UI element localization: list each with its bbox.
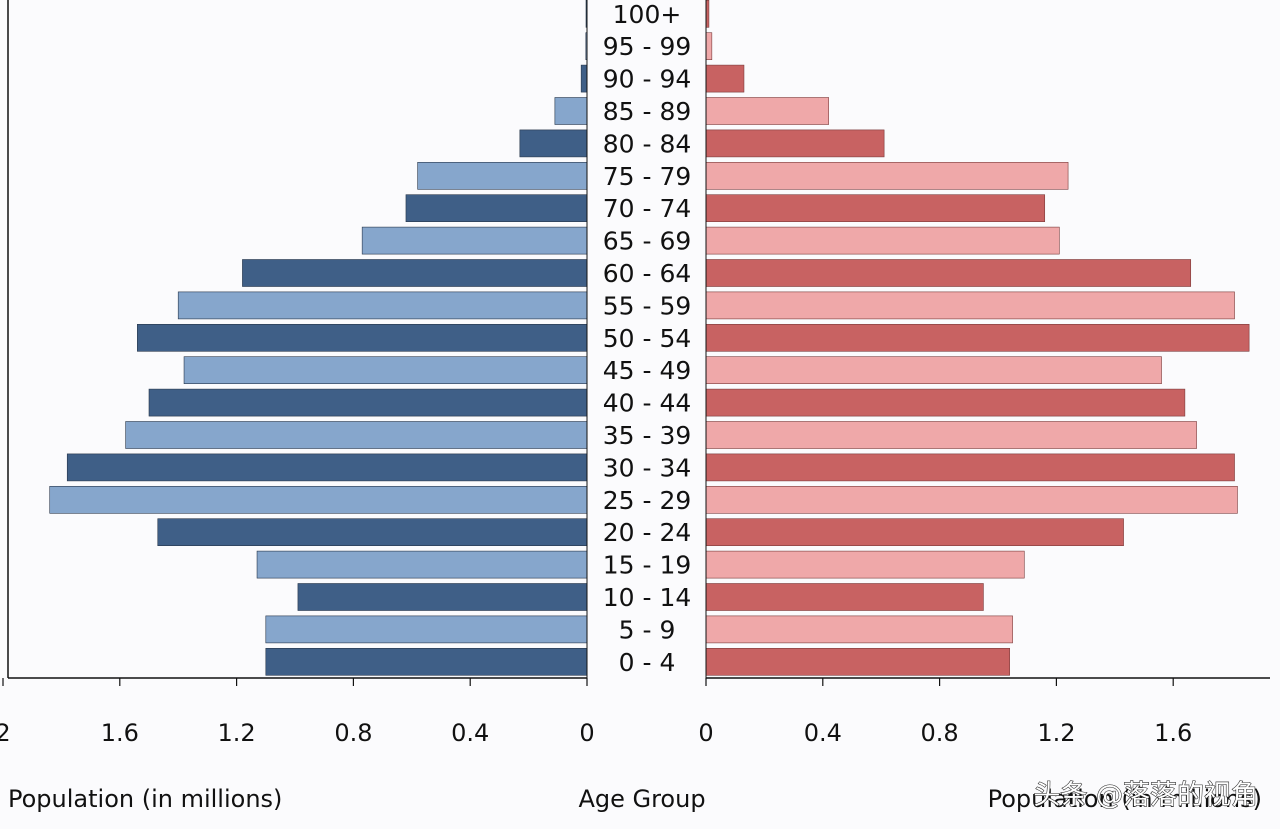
age-label: 45 - 49: [603, 356, 692, 385]
female-bar-95-99: [705, 32, 713, 61]
tick-labels: 2 1.6 1.2 0.8 0.4 0 0 0.4 0.8 1.2 1.6: [0, 719, 1192, 747]
female-bar-20-24: [705, 518, 1124, 547]
age-label: 100+: [613, 0, 682, 29]
female-bar-50-54: [705, 323, 1250, 352]
male-bar-60-64: [242, 259, 588, 287]
female-bar-30-34: [705, 453, 1235, 482]
right-tick-label: 0.4: [804, 719, 842, 747]
male-bar-65-69: [361, 226, 588, 255]
age-group-labels: 0 - 4 5 - 9 10 - 14 15 - 19 20 - 24 25 - 29 30…: [603, 0, 692, 677]
left-axis-title: Population (in millions): [8, 785, 282, 813]
age-label: 65 - 69: [603, 227, 692, 256]
female-bar-40-44: [705, 388, 1186, 417]
male-bar-30-34: [66, 453, 588, 482]
age-label: 5 - 9: [619, 615, 676, 644]
male-bar-85-89: [554, 97, 588, 125]
male-bar-70-74: [405, 194, 588, 222]
female-bar-70-74: [705, 194, 1046, 222]
female-bar-0-4: [705, 647, 1010, 676]
female-bar-15-19: [705, 550, 1025, 579]
age-label: 90 - 94: [603, 65, 692, 94]
male-bar-80-84: [519, 129, 588, 158]
left-tick-label: 2: [0, 719, 11, 747]
axes: [2, 0, 1270, 686]
female-bar-65-69: [705, 226, 1060, 255]
male-bar-50-54: [137, 323, 588, 352]
female-bar-60-64: [705, 259, 1192, 287]
age-label: 35 - 39: [603, 421, 692, 450]
center-axis-title: Age Group: [578, 785, 705, 813]
age-label: 60 - 64: [603, 259, 692, 288]
right-tick-label: 1.6: [1154, 719, 1192, 747]
age-label: 15 - 19: [603, 551, 692, 580]
female-bar-75-79: [705, 162, 1069, 190]
right-tick-label: 0.8: [921, 719, 959, 747]
male-bar-5-9: [265, 615, 588, 644]
left-tick-label: 0.4: [451, 719, 489, 747]
female-bar-90-94: [705, 64, 745, 93]
age-label: 50 - 54: [603, 324, 692, 353]
male-bar-75-79: [417, 162, 588, 190]
left-tick-label: 1.6: [101, 719, 139, 747]
male-bars: [49, 0, 588, 676]
age-label: 30 - 34: [603, 453, 692, 482]
watermark: 头条 @落落的视角: [1033, 780, 1258, 811]
left-tick-label: 0.8: [334, 719, 372, 747]
female-bar-25-29: [705, 485, 1238, 514]
female-bar-85-89: [705, 97, 829, 125]
male-bar-55-59: [177, 291, 588, 320]
male-bar-25-29: [49, 485, 588, 514]
right-tick-label: 1.2: [1037, 719, 1075, 747]
age-label: 80 - 84: [603, 129, 692, 158]
right-axis-title: Population (in millions): [988, 785, 1262, 813]
age-label: 40 - 44: [603, 389, 692, 418]
male-bar-20-24: [157, 518, 588, 547]
age-label: 0 - 4: [619, 648, 676, 677]
age-label: 25 - 29: [603, 486, 692, 515]
female-bar-55-59: [705, 291, 1235, 320]
male-bar-0-4: [265, 647, 588, 676]
male-bar-10-14: [297, 583, 588, 611]
male-bar-45-49: [183, 356, 588, 385]
right-tick-label: 0: [698, 719, 713, 747]
female-bar-35-39: [705, 421, 1197, 449]
age-label: 85 - 89: [603, 97, 692, 126]
male-bar-35-39: [125, 421, 588, 449]
age-label: 75 - 79: [603, 162, 692, 191]
male-bar-40-44: [148, 388, 588, 417]
left-tick-label: 1.2: [218, 719, 256, 747]
left-tick-label: 0: [579, 719, 594, 747]
female-bar-5-9: [705, 615, 1013, 644]
female-bars: [705, 0, 1250, 676]
age-label: 70 - 74: [603, 194, 692, 223]
age-label: 20 - 24: [603, 518, 692, 547]
age-label: 95 - 99: [603, 32, 692, 61]
age-label: 10 - 14: [603, 583, 692, 612]
age-label: 55 - 59: [603, 291, 692, 320]
male-bar-90-94: [580, 64, 588, 93]
male-bar-15-19: [256, 550, 588, 579]
female-bar-10-14: [705, 583, 984, 611]
female-bar-80-84: [705, 129, 885, 158]
female-bar-45-49: [705, 356, 1162, 385]
